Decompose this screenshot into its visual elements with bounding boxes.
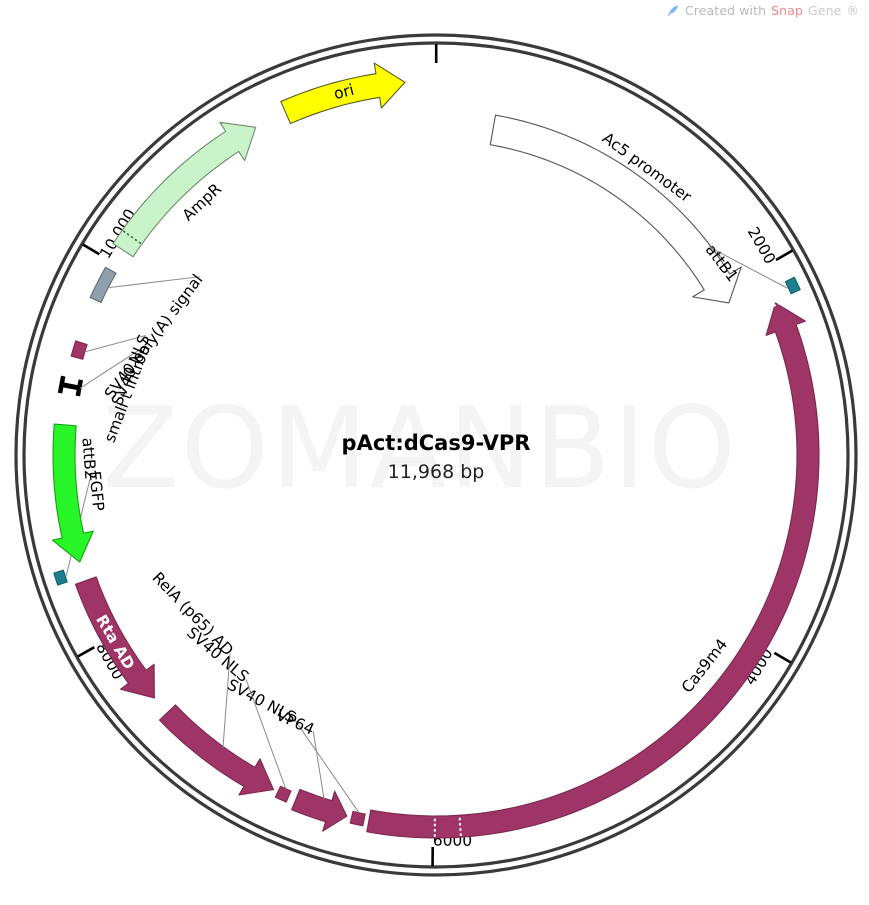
feature-shape[interactable]	[159, 704, 275, 796]
feature-shape[interactable]	[291, 788, 348, 832]
plasmid-backbone	[14, 33, 858, 877]
feature-shape[interactable]	[53, 569, 68, 586]
ruler-tick	[82, 243, 100, 256]
label-leader-line	[108, 276, 200, 289]
feature-shape[interactable]	[274, 785, 292, 803]
feature-attb2[interactable]: attB2	[53, 437, 100, 586]
feature-shape[interactable]	[112, 121, 257, 258]
credit-registered-mark: ®	[846, 3, 859, 18]
plasmid-length-label: 11,968 bp	[388, 461, 485, 483]
backbone-inner-circle	[22, 41, 850, 869]
label-leader-line	[294, 719, 360, 814]
label-leader-line	[312, 730, 325, 800]
ruler-tick-label: 2000	[744, 224, 779, 267]
feature-label: ori	[332, 81, 356, 103]
feature-shape[interactable]	[784, 276, 801, 295]
feature-label: attB2	[78, 437, 99, 480]
feature-label: EGFP	[85, 470, 107, 512]
feature-sv40-polya-signal[interactable]: SV40 poly(A) signal	[89, 266, 207, 403]
ruler-tick	[77, 646, 95, 658]
feature-shape[interactable]	[349, 810, 366, 827]
feature-shape[interactable]	[51, 423, 94, 563]
feature-label: SV40 poly(A) signal	[101, 271, 207, 403]
credit-prefix: Created with	[684, 3, 767, 18]
credit-brand-gene: Gene	[808, 3, 842, 18]
feature-subdivision	[766, 299, 786, 310]
page-title: pAct:dCas9-VPR	[342, 431, 531, 455]
intron-cap-bottom	[75, 379, 84, 397]
credit-brand-snap: Snap	[771, 3, 803, 18]
feature-subdivision	[458, 816, 462, 837]
feature-vp64[interactable]: VP64	[273, 706, 348, 832]
label-leader-line	[79, 345, 147, 389]
feature-ori[interactable]: ori	[280, 62, 406, 125]
feature-egfp[interactable]: EGFP	[51, 423, 107, 563]
feature-ampr[interactable]: AmpR	[112, 121, 257, 258]
feature-cas9m4[interactable]: Cas9m4	[366, 299, 820, 839]
feature-rela-p65-ad[interactable]: RelA (p65) AD	[149, 569, 275, 796]
intron-stem	[61, 382, 80, 391]
feature-label: RelA (p65) AD	[149, 569, 237, 660]
feature-shape[interactable]	[489, 114, 742, 304]
label-leader-line	[708, 246, 788, 289]
feature-shape[interactable]	[280, 62, 406, 125]
backbone-outer-circle	[14, 33, 858, 877]
label-leader-line	[222, 653, 231, 748]
ruler-tick	[773, 651, 792, 664]
snapgene-leaf-icon	[667, 4, 680, 17]
feature-shape[interactable]	[366, 302, 820, 839]
watermark: ZOMANBIO	[102, 384, 738, 514]
feature-shape[interactable]	[70, 340, 88, 360]
feature-shape[interactable]	[89, 266, 117, 304]
feature-subdivision	[122, 230, 142, 245]
snapgene-credit: Created with Snap Gene ®	[667, 3, 859, 18]
label-leader-line	[84, 335, 146, 353]
feature-shape[interactable]	[74, 576, 155, 699]
intron-cap-top	[57, 375, 66, 394]
label-leader-line	[245, 679, 287, 789]
ruler-tick	[775, 249, 794, 262]
